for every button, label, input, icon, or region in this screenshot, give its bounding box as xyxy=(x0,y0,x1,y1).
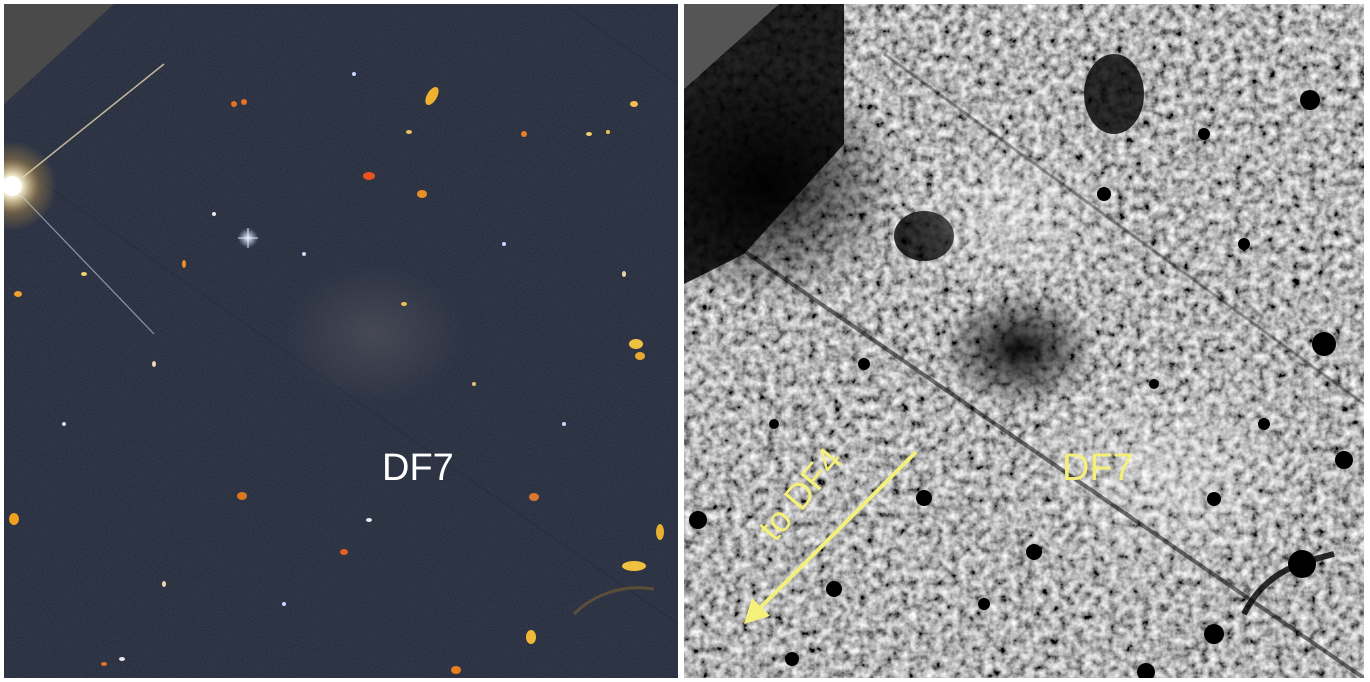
color-image xyxy=(4,4,678,678)
background-galaxies xyxy=(9,72,664,674)
masked-region xyxy=(939,289,1099,409)
df7-label: DF7 xyxy=(382,447,454,489)
df7-label-masked: DF7 xyxy=(1062,447,1134,489)
masked-image-panel: DF7 to DF4 xyxy=(684,4,1364,678)
diffuse-galaxy-df7 xyxy=(284,264,464,404)
masked-sources xyxy=(689,90,1353,678)
small-star xyxy=(238,228,258,248)
empty-corner xyxy=(4,4,114,104)
bright-star xyxy=(4,63,165,335)
color-image-panel: DF7 xyxy=(4,4,678,678)
direction-arrow xyxy=(744,450,918,624)
masked-image xyxy=(684,4,1364,678)
